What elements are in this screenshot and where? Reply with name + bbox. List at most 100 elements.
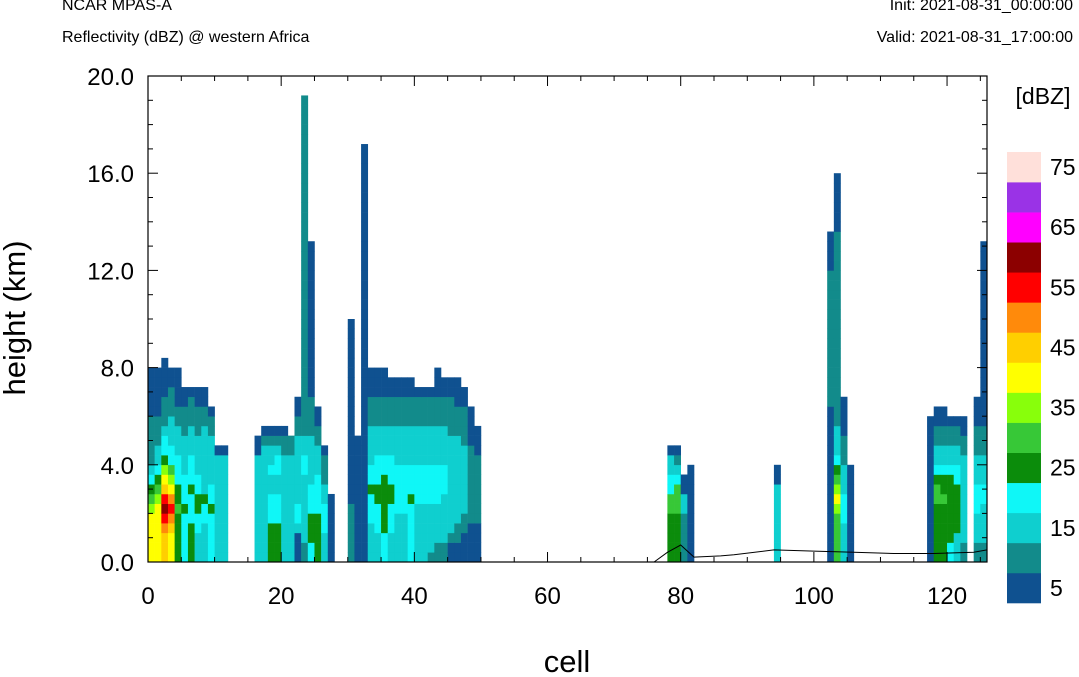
reflectivity-cell [194,552,202,563]
reflectivity-cell [207,484,215,495]
reflectivity-cell [254,503,262,514]
reflectivity-cell [361,493,369,504]
reflectivity-cell [833,182,841,193]
reflectivity-cell [440,474,448,485]
reflectivity-cell [960,474,968,485]
reflectivity-cell [181,416,189,427]
reflectivity-cell [401,532,408,543]
reflectivity-cell [840,484,848,495]
reflectivity-cell [960,513,968,524]
reflectivity-cell [307,406,315,417]
reflectivity-cell [148,552,155,563]
reflectivity-cell [221,484,229,495]
reflectivity-cell [833,173,841,184]
reflectivity-cell [773,552,781,563]
reflectivity-cell [407,455,415,466]
reflectivity-cell [361,503,369,514]
reflectivity-cell [973,532,981,543]
reflectivity-cell [440,416,448,427]
reflectivity-cell [301,134,309,145]
reflectivity-cell [407,523,415,534]
reflectivity-cell [460,425,468,436]
reflectivity-cell [960,445,968,456]
reflectivity-cell [207,464,215,475]
reflectivity-cell [387,552,395,563]
reflectivity-cell [847,503,855,514]
reflectivity-cell [827,542,835,553]
reflectivity-cell [947,425,955,436]
reflectivity-cell [827,425,835,436]
reflectivity-cell [427,532,435,543]
reflectivity-cell [294,445,302,456]
reflectivity-cell [440,387,448,398]
reflectivity-cell [454,387,462,398]
reflectivity-cell [680,513,688,524]
reflectivity-cell [274,435,282,446]
reflectivity-cell [181,513,189,524]
colorbar-box [1007,152,1041,183]
reflectivity-cell [267,493,275,504]
reflectivity-cell [840,406,848,417]
reflectivity-cell [933,552,941,563]
reflectivity-cell [314,493,322,504]
reflectivity-cell [261,542,269,553]
reflectivity-cell [187,513,195,524]
reflectivity-cell [927,416,935,427]
reflectivity-cell [294,552,302,563]
reflectivity-cell [154,503,162,514]
reflectivity-cell [980,425,988,436]
reflectivity-cell [387,445,395,456]
reflectivity-cell [281,513,289,524]
reflectivity-cell [927,435,935,446]
reflectivity-cell [460,406,468,417]
reflectivity-cell [367,503,375,514]
reflectivity-cell [680,484,688,495]
reflectivity-cell [960,435,968,446]
reflectivity-cell [301,144,309,155]
reflectivity-cell [381,464,389,475]
reflectivity-cell [927,503,935,514]
reflectivity-cell [214,455,222,466]
reflectivity-cell [407,552,415,563]
reflectivity-cell [194,464,202,475]
reflectivity-cell [401,493,408,504]
reflectivity-cell [201,435,209,446]
reflectivity-cell [367,484,375,495]
reflectivity-cell [387,493,395,504]
reflectivity-cell [833,241,841,252]
reflectivity-cell [274,532,282,543]
reflectivity-cell [933,425,941,436]
reflectivity-cell [414,484,422,495]
reflectivity-cell [947,552,955,563]
reflectivity-cell [361,231,369,242]
reflectivity-cell [214,484,222,495]
reflectivity-cell [181,503,189,514]
reflectivity-cell [181,455,189,466]
reflectivity-cell [833,455,841,466]
reflectivity-cell [394,445,402,456]
y-tick-label: 16.0 [87,161,134,188]
reflectivity-cell [827,445,835,456]
reflectivity-cell [167,532,175,543]
reflectivity-cell [687,493,695,504]
reflectivity-cell [667,552,675,563]
reflectivity-cell [454,435,462,446]
reflectivity-cell [407,503,415,514]
reflectivity-cell [773,493,781,504]
reflectivity-cell [148,406,155,417]
reflectivity-cell [947,435,955,446]
reflectivity-cell [174,523,182,534]
reflectivity-cell [394,406,402,417]
reflectivity-cell [347,513,355,524]
reflectivity-cell [347,425,355,436]
reflectivity-cell [960,425,968,436]
reflectivity-cell [434,503,442,514]
reflectivity-cell [148,396,155,407]
reflectivity-cell [321,474,329,485]
reflectivity-cell [421,425,428,436]
reflectivity-cell [201,455,209,466]
reflectivity-cell [421,464,428,475]
reflectivity-cell [154,542,162,553]
reflectivity-cell [434,484,442,495]
reflectivity-cell [687,464,695,475]
